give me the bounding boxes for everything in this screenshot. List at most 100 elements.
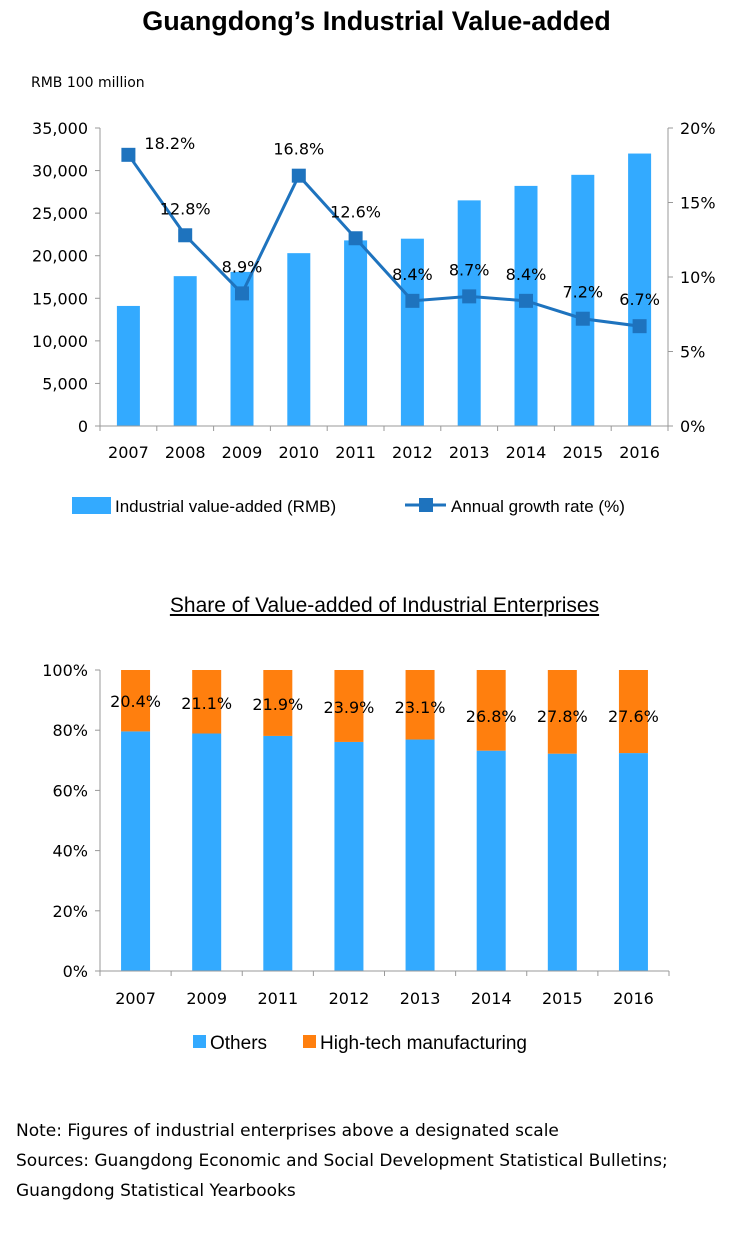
legend-swatch-hightech: [303, 1035, 316, 1048]
value-added-bar-2012: [400, 238, 424, 426]
chart2-title-text: Share of Value-added of Industrial Enter…: [169, 594, 600, 617]
x-tick-label: 2009: [186, 989, 227, 1008]
x-tick-label: 2014: [471, 989, 512, 1008]
y-tick-label: 40%: [52, 842, 88, 861]
legend-label-growth: Annual growth rate (%): [451, 497, 625, 516]
value-added-bar-2015: [571, 174, 595, 426]
value-added-bar-2010: [287, 253, 311, 426]
others-bar-2009: [192, 733, 222, 971]
y-tick-label: 80%: [52, 721, 88, 740]
growth-rate-line: [127, 153, 640, 328]
hightech-data-label: 21.1%: [181, 694, 232, 713]
hightech-bar-2009: [192, 670, 222, 734]
value-added-bar-2011: [344, 240, 368, 426]
growth-rate-data-label: 6.7%: [619, 290, 660, 309]
x-tick-label: 2012: [392, 443, 433, 462]
y-tick-label: 20%: [52, 902, 88, 921]
others-bar-2011: [263, 735, 293, 971]
growth-rate-marker-2016: [632, 319, 647, 334]
others-bar-2015: [547, 753, 577, 971]
legend-swatch-bars: [72, 497, 111, 514]
hightech-data-label: 23.9%: [324, 698, 375, 717]
x-tick-label: 2008: [165, 443, 206, 462]
y-tick-label: 10,000: [32, 332, 88, 351]
hightech-data-label: 21.9%: [252, 695, 303, 714]
others-bar-2014: [476, 750, 506, 971]
hightech-bar-2016: [618, 670, 648, 754]
sources-text-1: Sources: Guangdong Economic and Social D…: [16, 1151, 668, 1171]
value-added-bar-2007: [116, 305, 140, 426]
hightech-bar-2007: [121, 670, 151, 732]
growth-rate-data-label: 8.4%: [506, 265, 547, 284]
growth-rate-data-label: 12.6%: [330, 202, 381, 221]
y-tick-label: 35,000: [32, 119, 88, 138]
y2-tick-label: 20%: [680, 119, 716, 138]
y-tick-label: 5,000: [42, 374, 88, 393]
page-title: Guangdong’s Industrial Value-added: [142, 6, 611, 36]
x-tick-label: 2011: [257, 989, 298, 1008]
x-tick-label: 2013: [449, 443, 490, 462]
industrial-value-added-chart: RMB 100 million 0 5,000 10,000 15,000 20,000 2…: [31, 75, 716, 516]
legend-label-hightech: High-tech manufacturing: [320, 1033, 527, 1054]
sources-text-2: Guangdong Statistical Yearbooks: [16, 1181, 296, 1201]
y-tick-label: 25,000: [32, 204, 88, 223]
others-bar-2007: [121, 731, 151, 971]
notes: Note: Figures of industrial enterprises …: [16, 1116, 668, 1206]
growth-rate-marker-2015: [575, 311, 590, 326]
x-tick-label: 2009: [222, 443, 263, 462]
others-bar-2013: [405, 739, 435, 971]
growth-rate-data-label: 8.9%: [222, 257, 263, 276]
y-tick-label: 20,000: [32, 247, 88, 266]
legend-marker-growth: [419, 498, 433, 512]
x-tick-label: 2015: [542, 989, 583, 1008]
hightech-data-label: 27.8%: [537, 707, 588, 726]
y-tick-label: 0: [78, 417, 88, 436]
y-axis-label: RMB 100 million: [31, 75, 145, 91]
chart2-title: Share of Value-added of Industrial Enter…: [0, 594, 753, 618]
hightech-bar-2013: [405, 670, 435, 740]
x-tick-label: 2012: [329, 989, 370, 1008]
x-tick-label: 2011: [335, 443, 376, 462]
legend-swatch-others: [193, 1035, 206, 1048]
hightech-data-label: 20.4%: [110, 692, 161, 711]
y-tick-label: 30,000: [32, 162, 88, 181]
value-added-bar-2008: [173, 276, 197, 426]
hightech-data-label: 27.6%: [608, 707, 659, 726]
growth-rate-data-label: 18.2%: [144, 134, 195, 153]
y-tick-label: 0%: [63, 962, 88, 981]
x-tick-label: 2016: [613, 989, 654, 1008]
hightech-bar-2012: [334, 670, 364, 742]
x-tick-label: 2007: [108, 443, 149, 462]
value-added-bar-2013: [457, 200, 481, 426]
growth-rate-data-label: 12.8%: [160, 199, 211, 218]
x-tick-label: 2013: [400, 989, 441, 1008]
growth-rate-data-label: 8.4%: [392, 265, 433, 284]
share-value-added-chart: 0% 20% 40% 60% 80% 100% 2007 2009 2011 2012 2013 20…: [42, 661, 670, 1054]
y-tick-label: 15,000: [32, 289, 88, 308]
y-tick-label: 60%: [52, 781, 88, 800]
legend-label-bars: Industrial value-added (RMB): [115, 497, 336, 516]
growth-rate-marker-2008: [178, 228, 193, 243]
value-added-bar-2016: [628, 153, 652, 427]
hightech-bar-2014: [476, 670, 506, 751]
x-tick-label: 2015: [562, 443, 603, 462]
growth-rate-marker-2007: [121, 147, 136, 162]
y2-tick-label: 0%: [680, 417, 705, 436]
growth-rate-marker-2012: [405, 293, 420, 308]
hightech-bar-2011: [263, 670, 293, 736]
growth-rate-data-label: 8.7%: [449, 260, 490, 279]
y2-tick-label: 10%: [680, 268, 716, 287]
y2-tick-label: 15%: [680, 194, 716, 213]
legend-label-others: Others: [210, 1033, 267, 1054]
growth-rate-data-label: 16.8%: [273, 140, 324, 159]
x-tick-label: 2016: [619, 443, 660, 462]
hightech-data-label: 23.1%: [395, 698, 446, 717]
growth-rate-marker-2011: [348, 231, 363, 246]
growth-rate-data-label: 7.2%: [562, 283, 603, 302]
value-added-bar-2009: [230, 271, 254, 426]
hightech-data-label: 26.8%: [466, 707, 517, 726]
note-text: Note: Figures of industrial enterprises …: [16, 1121, 559, 1141]
x-tick-label: 2014: [506, 443, 547, 462]
hightech-bar-2015: [547, 670, 577, 754]
others-bar-2016: [618, 753, 648, 971]
